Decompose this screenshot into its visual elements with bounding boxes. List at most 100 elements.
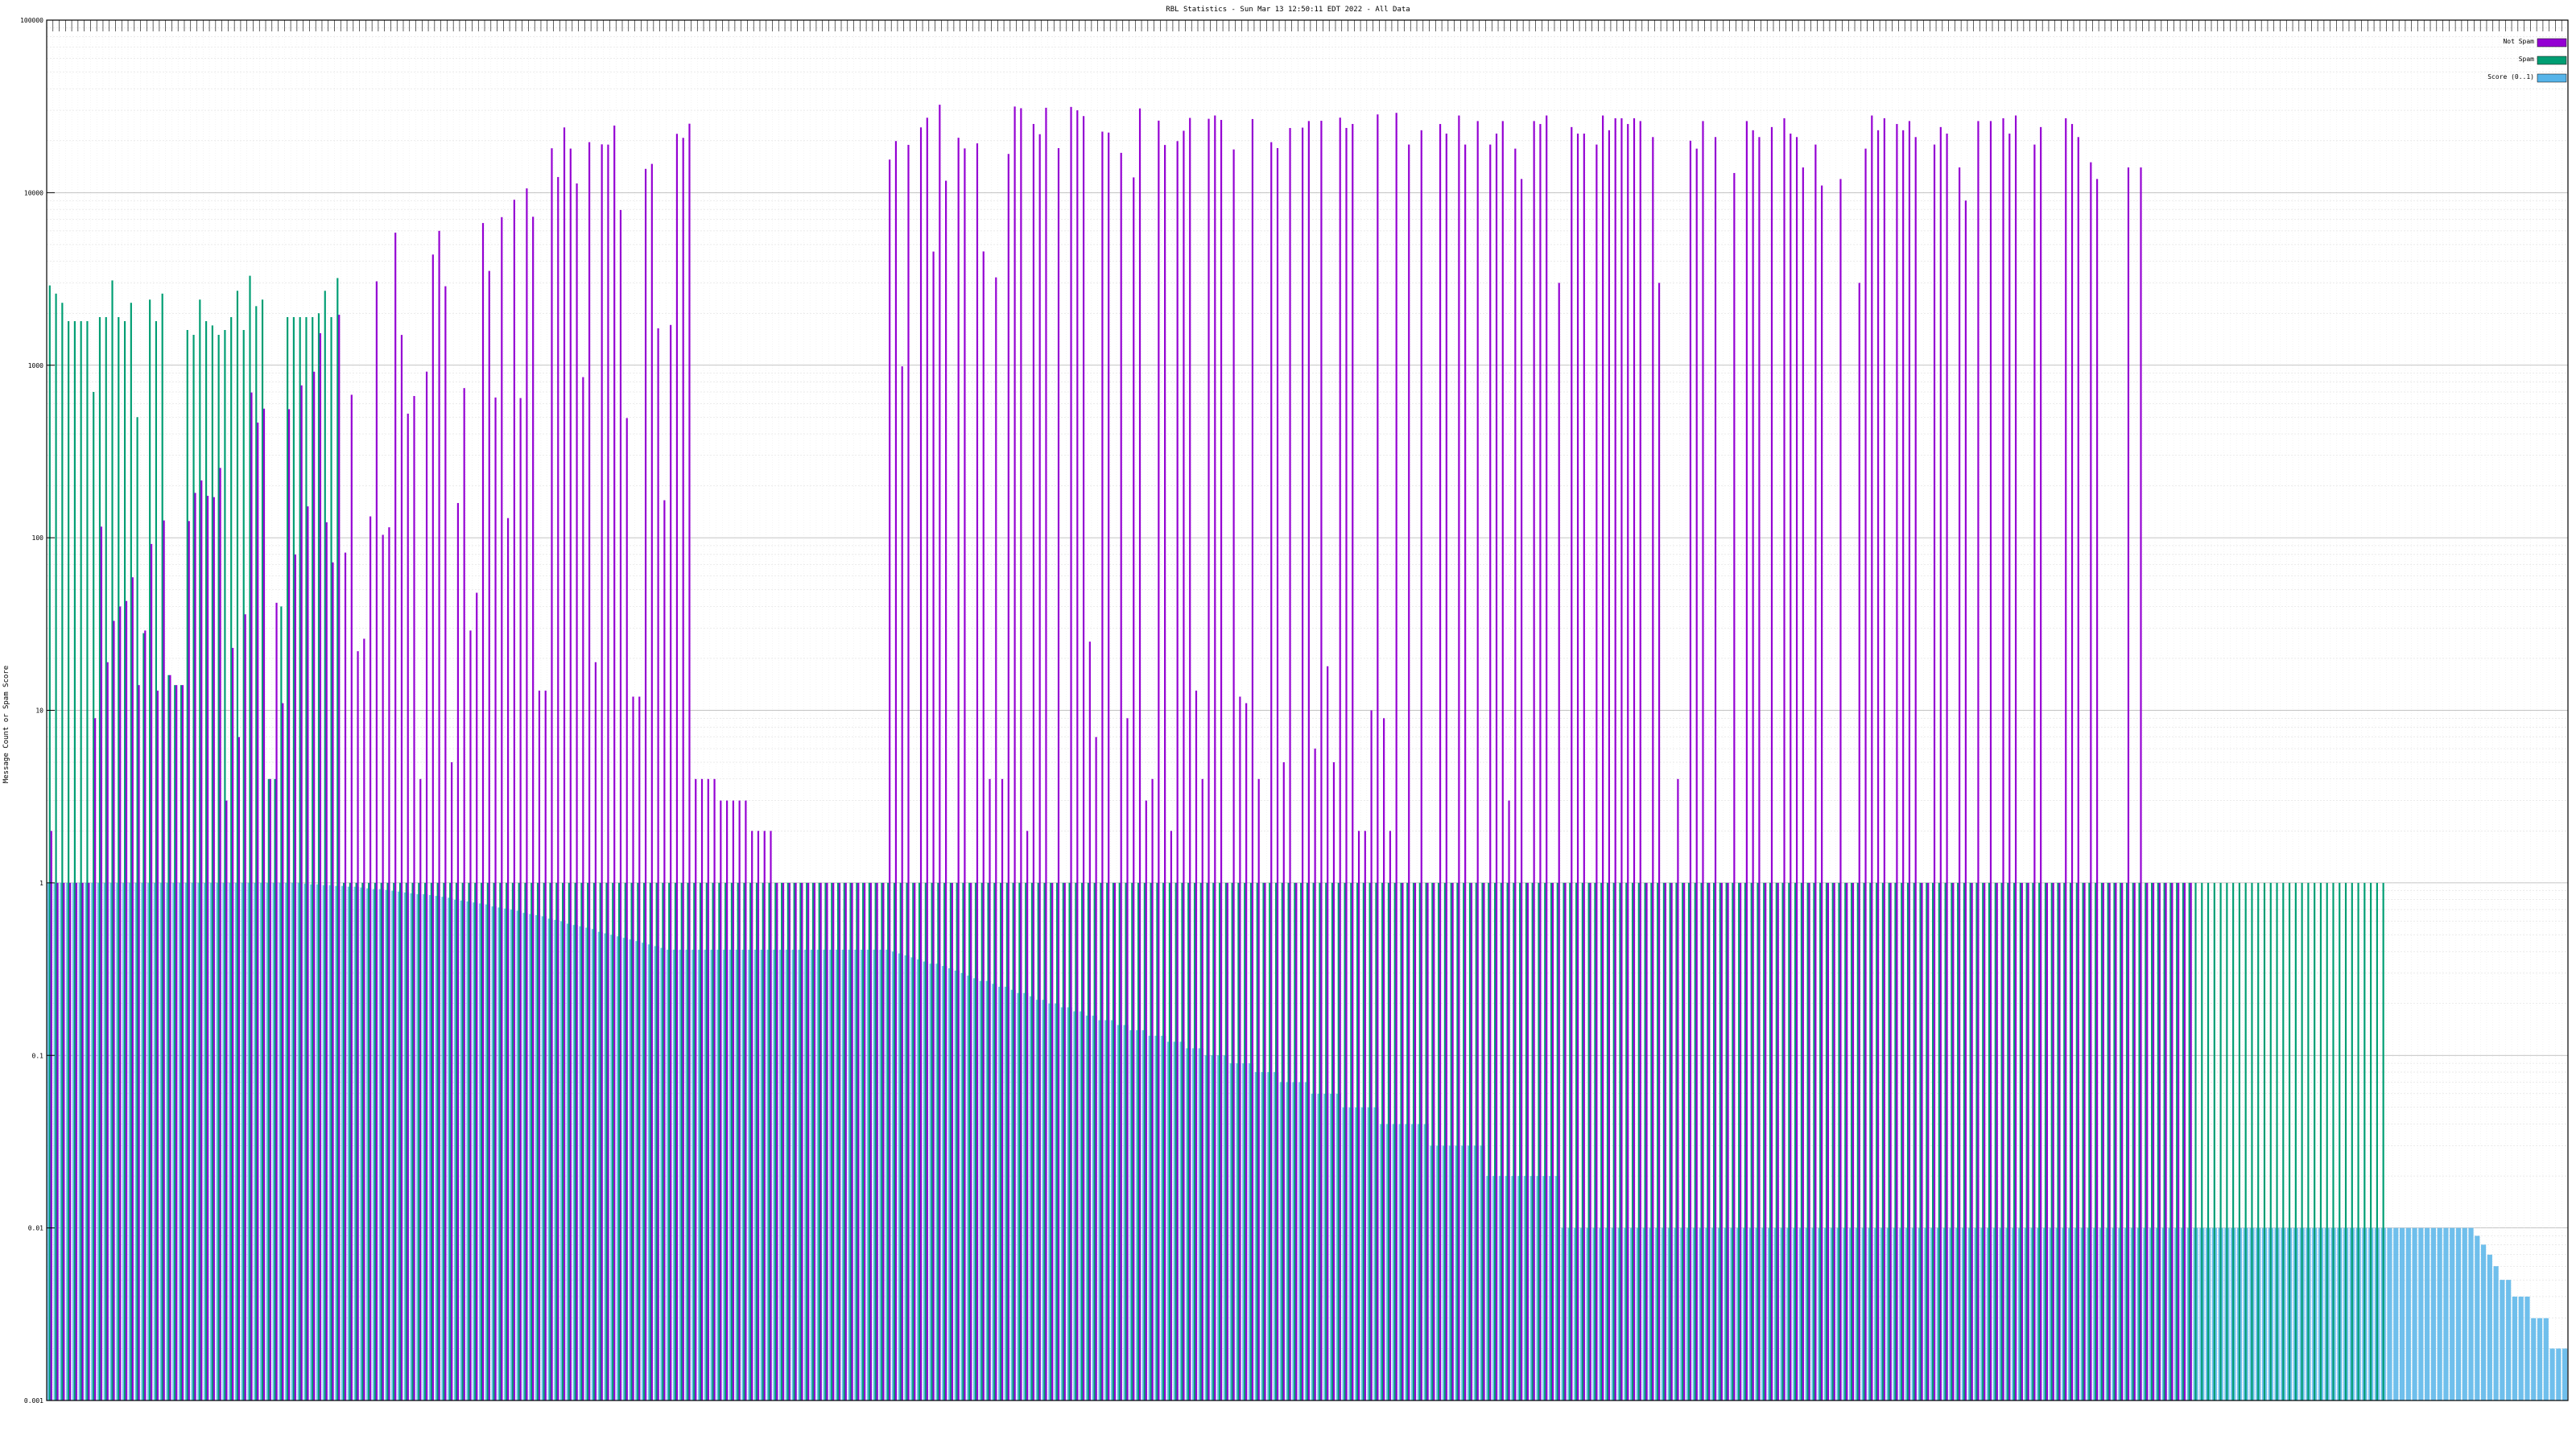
bar-spam-157 <box>1030 882 1034 1400</box>
bar-not-spam-272 <box>1752 130 1754 1400</box>
bar-not-spam-283 <box>1821 185 1823 1401</box>
bar-spam-34 <box>261 299 264 1401</box>
bar-not-spam-82 <box>563 127 566 1400</box>
bar-not-spam-120 <box>801 882 803 1400</box>
bar-spam-101 <box>680 882 683 1400</box>
bar-not-spam-196 <box>1276 148 1279 1400</box>
legend-label: Spam <box>2519 56 2534 63</box>
bar-spam-267 <box>1719 882 1721 1400</box>
bar-spam-167 <box>1093 882 1096 1400</box>
bar-spam-292 <box>1876 882 1878 1400</box>
bar-not-spam-140 <box>926 118 928 1401</box>
bar-not-spam-214 <box>1389 831 1391 1400</box>
bar-spam-257 <box>1657 882 1659 1400</box>
bar-not-spam-258 <box>1664 882 1666 1400</box>
bar-spam-321 <box>2057 882 2059 1400</box>
bar-score-397 <box>2531 1318 2537 1400</box>
bar-not-spam-215 <box>1395 113 1397 1400</box>
bar-spam-60 <box>424 882 427 1400</box>
bars <box>47 105 2568 1401</box>
bar-not-spam-240 <box>1551 882 1554 1400</box>
bar-not-spam-77 <box>532 217 535 1400</box>
bar-not-spam-334 <box>2140 167 2142 1401</box>
bar-not-spam-326 <box>2090 162 2092 1400</box>
bar-score-378 <box>2412 1227 2417 1400</box>
bar-spam-220 <box>1425 882 1427 1400</box>
bar-spam-106 <box>712 882 714 1400</box>
bar-not-spam-41 <box>307 506 309 1400</box>
bar-not-spam-317 <box>2033 144 2036 1400</box>
bar-not-spam-17 <box>156 691 159 1400</box>
bar-spam-359 <box>2294 882 2297 1400</box>
bar-not-spam-83 <box>569 148 572 1400</box>
bar-spam-128 <box>849 882 852 1400</box>
bar-not-spam-270 <box>1740 882 1742 1400</box>
bar-not-spam-308 <box>1977 121 1979 1401</box>
bar-score-384 <box>2450 1227 2455 1400</box>
y-tick-label: 100 <box>32 534 44 542</box>
bar-spam-344 <box>2201 882 2203 1400</box>
bar-not-spam-115 <box>770 831 772 1400</box>
bar-not-spam-168 <box>1101 131 1104 1401</box>
bar-spam-239 <box>1544 882 1546 1400</box>
bar-score-375 <box>2393 1227 2399 1400</box>
bar-not-spam-269 <box>1733 172 1736 1400</box>
bar-not-spam-310 <box>1989 121 1992 1401</box>
bar-score-387 <box>2468 1227 2474 1400</box>
bar-spam-104 <box>699 882 702 1400</box>
bar-spam-202 <box>1312 882 1315 1400</box>
bar-not-spam-187 <box>1220 119 1223 1400</box>
bar-spam-304 <box>1951 882 1953 1400</box>
bar-not-spam-106 <box>713 778 716 1400</box>
bar-spam-281 <box>1806 882 1809 1400</box>
bar-not-spam-19 <box>169 674 171 1400</box>
bar-spam-348 <box>2226 882 2228 1400</box>
bar-spam-160 <box>1050 882 1052 1400</box>
bar-spam-297 <box>1906 882 1909 1400</box>
bar-not-spam-109 <box>732 800 734 1400</box>
bar-not-spam-141 <box>932 251 935 1401</box>
bar-not-spam-316 <box>2027 882 2029 1400</box>
bar-score-400 <box>2549 1348 2555 1400</box>
bar-spam-71 <box>493 882 495 1400</box>
bar-score-382 <box>2437 1227 2442 1400</box>
bar-spam-210 <box>1362 882 1364 1400</box>
bar-not-spam-130 <box>863 882 866 1400</box>
bar-spam-158 <box>1037 882 1039 1400</box>
bar-not-spam-44 <box>325 522 328 1400</box>
bar-spam-338 <box>2163 882 2165 1400</box>
bar-not-spam-188 <box>1226 882 1228 1400</box>
bar-spam-324 <box>2075 882 2078 1400</box>
bar-not-spam-207 <box>1345 127 1348 1400</box>
bar-spam-176 <box>1150 882 1152 1400</box>
bar-not-spam-242 <box>1564 882 1567 1400</box>
bar-not-spam-37 <box>282 703 284 1400</box>
bar-not-spam-158 <box>1038 134 1041 1400</box>
axes: 0.001 0.01 0.1 1 10 100 1000 10000 100000 <box>20 17 2569 1405</box>
bar-spam-237 <box>1531 882 1534 1400</box>
bar-spam-345 <box>2207 882 2210 1400</box>
bar-spam-73 <box>506 882 508 1400</box>
bar-not-spam-175 <box>1145 800 1147 1400</box>
bar-not-spam-89 <box>607 144 609 1401</box>
bar-spam-55 <box>393 882 395 1400</box>
bar-spam-253 <box>1631 882 1634 1400</box>
bar-spam-285 <box>1831 882 1834 1400</box>
bar-spam-154 <box>1012 882 1014 1400</box>
bar-spam-305 <box>1957 882 1959 1400</box>
bar-not-spam-304 <box>1952 882 1955 1400</box>
bar-not-spam-191 <box>1245 703 1248 1400</box>
bar-spam-280 <box>1800 882 1802 1400</box>
bar-spam-138 <box>912 882 914 1400</box>
bar-spam-355 <box>2269 882 2272 1400</box>
bar-spam-256 <box>1650 882 1653 1400</box>
bar-not-spam-153 <box>1007 154 1009 1400</box>
bar-not-spam-58 <box>413 396 415 1400</box>
bar-spam-215 <box>1393 882 1396 1400</box>
bar-spam-81 <box>555 882 558 1400</box>
bar-not-spam-156 <box>1026 831 1029 1400</box>
bar-spam-41 <box>305 316 308 1400</box>
bar-spam-14 <box>136 417 138 1400</box>
bar-spam-370 <box>2363 882 2366 1400</box>
bar-spam-190 <box>1237 882 1240 1400</box>
